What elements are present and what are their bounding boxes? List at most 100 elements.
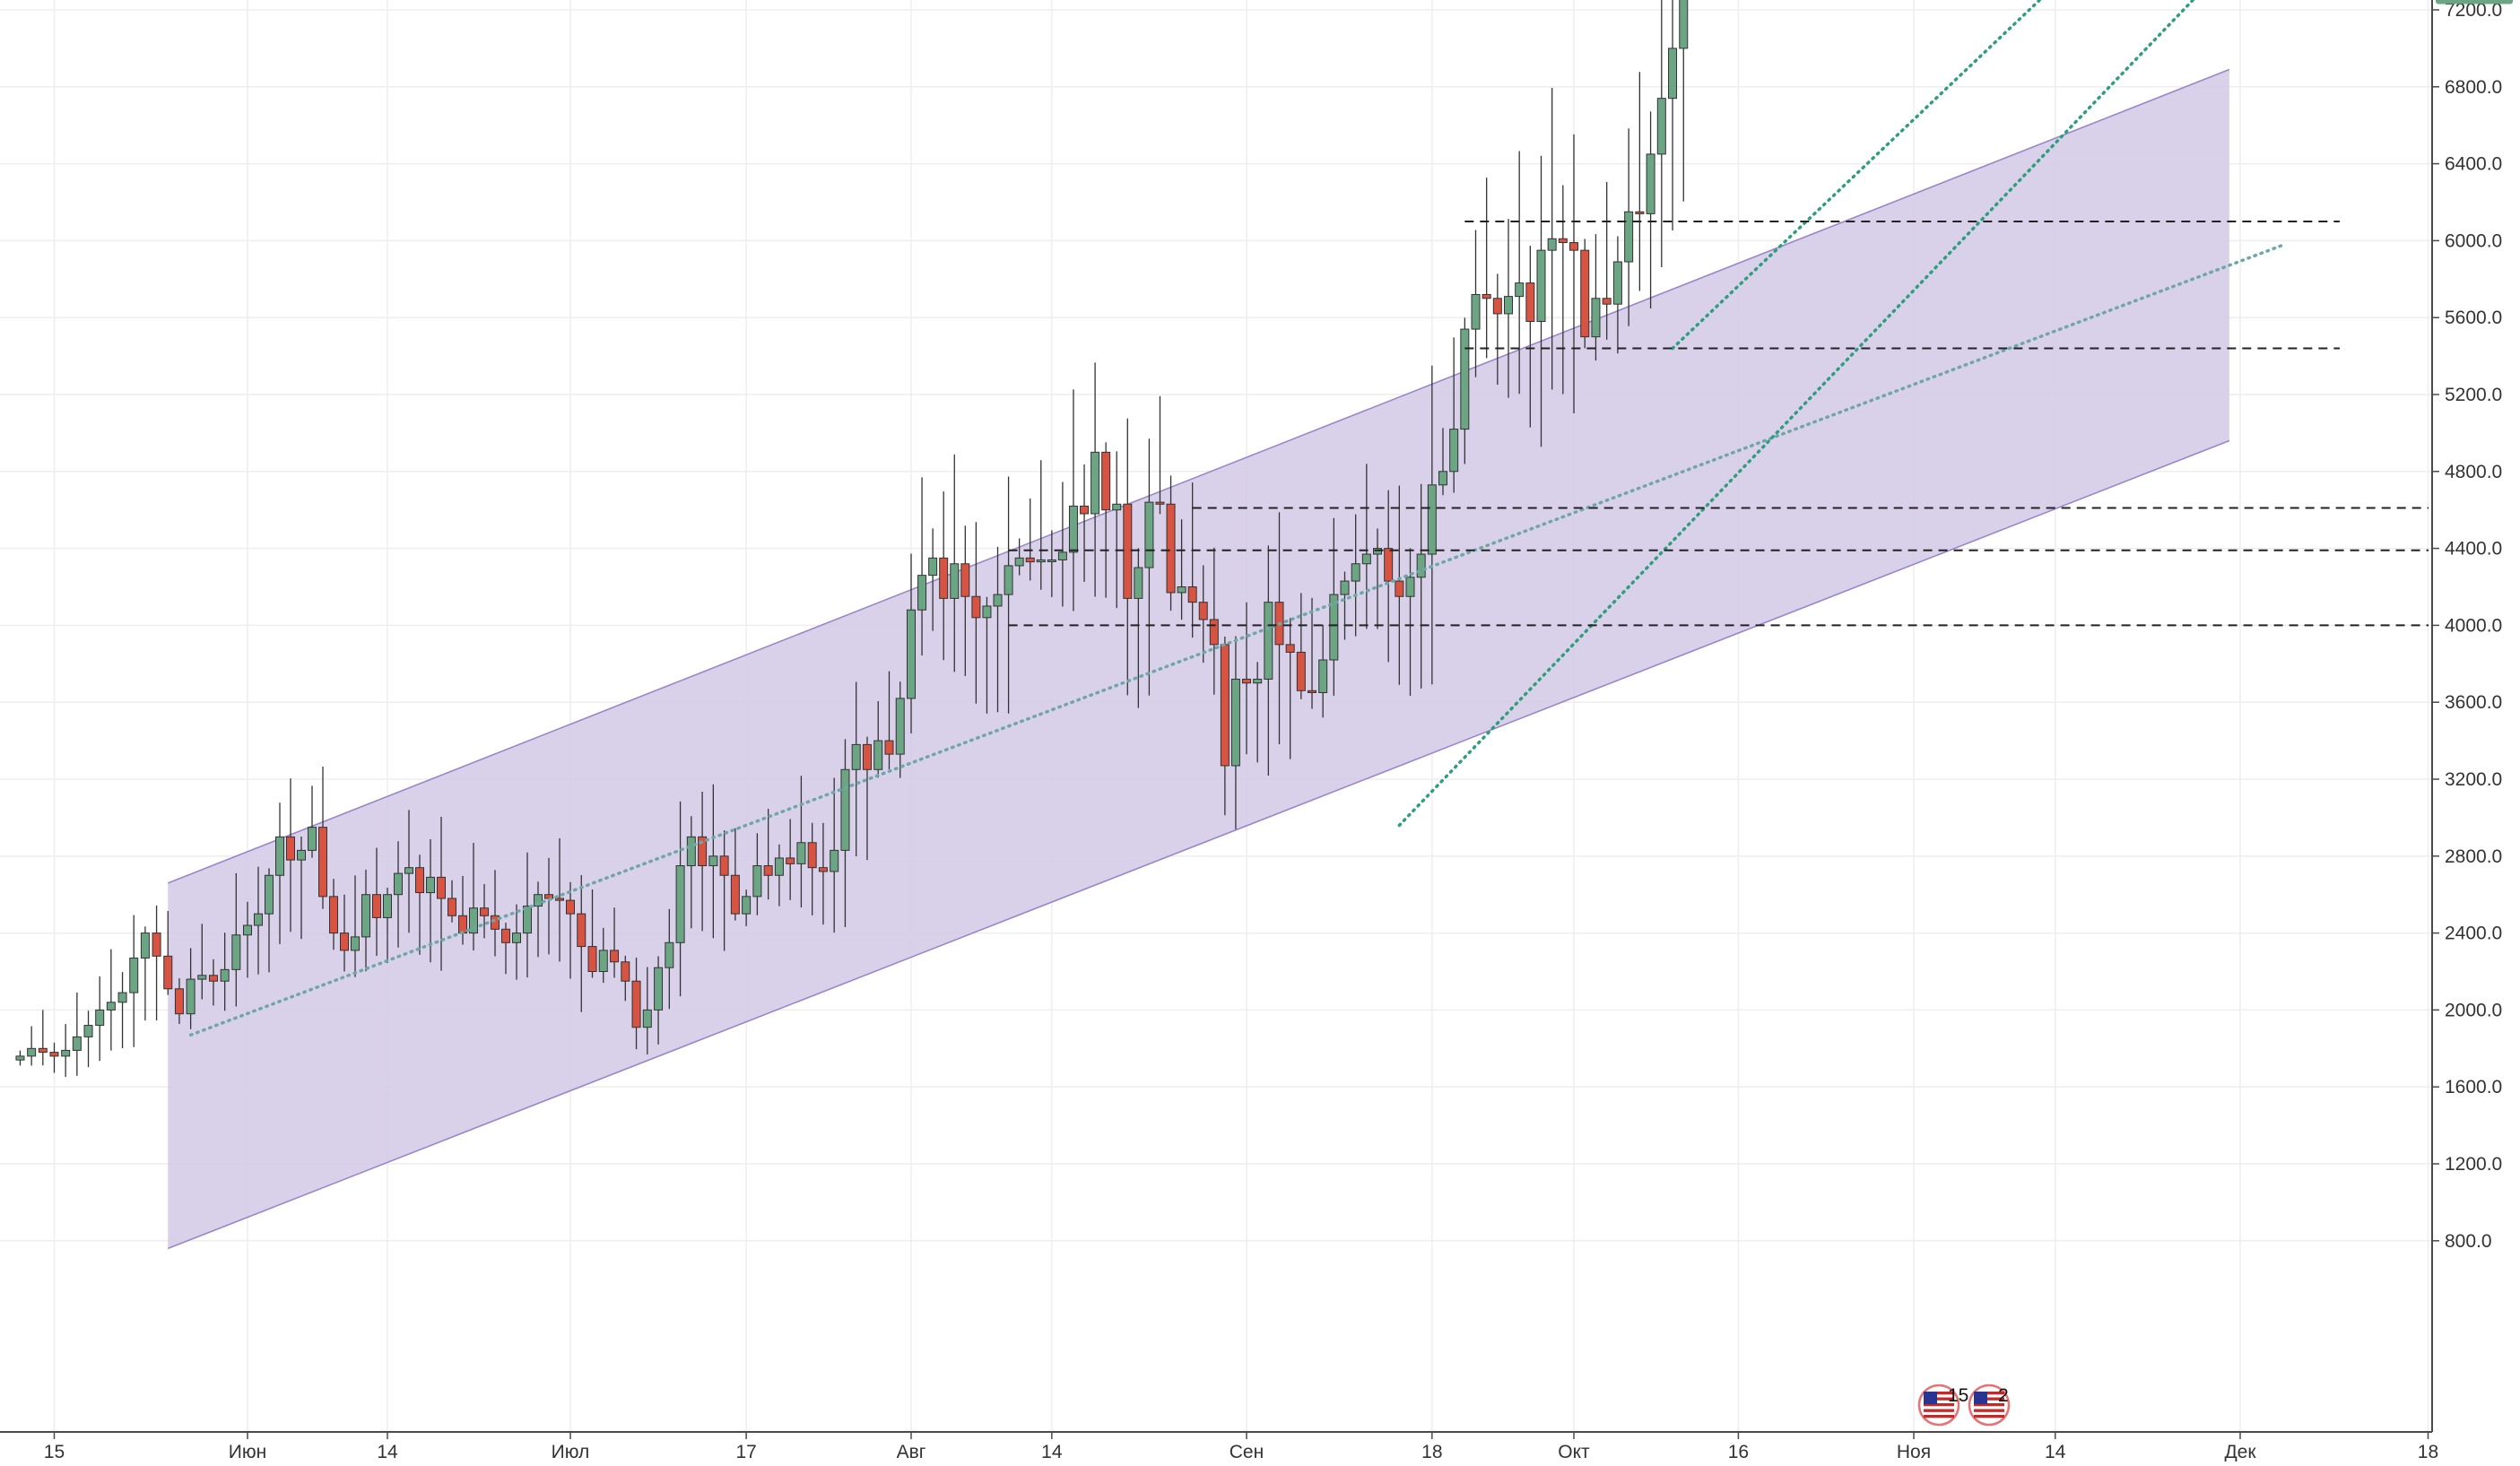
- trendlines[interactable]: [188, 0, 2287, 1037]
- candle-up: [1405, 577, 1415, 597]
- candle-up: [1230, 678, 1240, 767]
- candle-down: [1080, 505, 1090, 515]
- x-tick-label: Дек: [2224, 1442, 2256, 1462]
- trendline[interactable]: [1671, 0, 2121, 351]
- y-tick-label: 2000.0: [2445, 1000, 2502, 1020]
- candle-down: [1395, 580, 1404, 597]
- candle-down: [1482, 293, 1491, 299]
- x-tick-label: Авг: [897, 1442, 926, 1462]
- candle-up: [1351, 563, 1360, 582]
- candle-up: [27, 1047, 37, 1057]
- y-tick-label: 6400.0: [2445, 154, 2502, 175]
- event-badge[interactable]: 15: [1917, 1384, 1968, 1427]
- candle-up: [426, 876, 435, 894]
- candle-up: [873, 740, 883, 770]
- candle-up: [1340, 580, 1350, 595]
- y-tick-label: 2800.0: [2445, 846, 2502, 867]
- candle-up: [1373, 548, 1382, 555]
- candle-up: [796, 842, 806, 864]
- candle-down: [458, 915, 467, 934]
- candle-down: [566, 899, 575, 915]
- candle-up: [275, 836, 284, 876]
- y-tick-label: 5200.0: [2445, 385, 2502, 405]
- candle-up: [265, 874, 274, 915]
- candle-up: [186, 978, 196, 1015]
- event-badges[interactable]: 15 2: [1917, 1384, 2011, 1427]
- candle-up: [308, 827, 317, 851]
- candle-down: [152, 933, 161, 957]
- candle-down: [1209, 619, 1219, 646]
- candle-down: [372, 894, 381, 918]
- candle-down: [1492, 298, 1502, 315]
- candle-up: [1004, 565, 1013, 595]
- candle-up: [830, 849, 839, 872]
- candle-up: [1679, 0, 1689, 49]
- y-tick-label: 4400.0: [2445, 539, 2502, 560]
- candle-up: [774, 857, 784, 876]
- y-tick-label: 1200.0: [2445, 1154, 2502, 1175]
- candle-up: [1057, 551, 1067, 560]
- candle-up: [1091, 451, 1100, 515]
- candle-up: [1047, 559, 1056, 562]
- channel-lower-line[interactable]: [167, 439, 2230, 1250]
- candle-down: [1635, 211, 1645, 214]
- candle-up: [840, 768, 850, 851]
- candle-up: [220, 968, 230, 982]
- candle-down: [163, 955, 173, 990]
- candle-up: [469, 907, 478, 934]
- y-tick-label: 3200.0: [2445, 769, 2502, 790]
- y-tick-label: 7200.0: [2445, 0, 2502, 21]
- channel-upper-line[interactable]: [167, 68, 2230, 884]
- candle-down: [208, 975, 218, 982]
- x-tick-label: 14: [1041, 1442, 1063, 1462]
- candle-up: [383, 894, 392, 918]
- event-badge[interactable]: 2: [1968, 1384, 2011, 1427]
- candle-down: [610, 950, 620, 963]
- candle-down: [555, 898, 564, 901]
- candle-down: [1558, 238, 1568, 244]
- candle-up: [1591, 298, 1601, 338]
- candle-up: [1656, 98, 1666, 155]
- candle-down: [318, 827, 327, 898]
- candle-down: [1123, 503, 1133, 599]
- candle-up: [106, 1002, 116, 1011]
- candle-up: [907, 609, 916, 699]
- candle-up: [61, 1049, 71, 1057]
- candle-down: [1384, 548, 1394, 582]
- candle-up: [1014, 557, 1024, 567]
- candle-down: [1198, 602, 1208, 620]
- candle-up: [1144, 501, 1154, 568]
- regression-channel[interactable]: [167, 68, 2230, 1250]
- candle-up: [1449, 429, 1459, 473]
- candle-up: [1471, 293, 1481, 330]
- flag-stripe: [1974, 1403, 2004, 1407]
- y-tick-label: 2400.0: [2445, 924, 2502, 944]
- candle-down: [960, 563, 970, 597]
- candle-up: [351, 936, 360, 951]
- trendline[interactable]: [1397, 0, 2207, 828]
- candle-up: [1438, 471, 1447, 486]
- candle-down: [818, 867, 828, 872]
- candle-up: [254, 913, 263, 926]
- candle-down: [862, 743, 872, 770]
- candle-up: [642, 1009, 652, 1028]
- channel-area[interactable]: [168, 69, 2229, 1249]
- candle-down: [577, 913, 587, 948]
- trendline[interactable]: [188, 242, 2287, 1037]
- candle-down: [1220, 644, 1230, 767]
- candle-down: [491, 915, 500, 930]
- candle-up: [928, 557, 938, 577]
- candle-up: [197, 975, 207, 980]
- last-price-badge[interactable]: [2436, 0, 2513, 4]
- horizontal-levels[interactable]: [1008, 220, 2429, 627]
- candle-up: [950, 563, 960, 599]
- x-tick-label: 16: [1728, 1442, 1749, 1462]
- y-tick-label: 5600.0: [2445, 308, 2502, 328]
- candle-down: [1296, 651, 1306, 691]
- y-tick-label: 3600.0: [2445, 692, 2502, 713]
- candle-down: [939, 557, 949, 599]
- candle-up: [512, 933, 521, 943]
- candle-up: [1068, 505, 1078, 553]
